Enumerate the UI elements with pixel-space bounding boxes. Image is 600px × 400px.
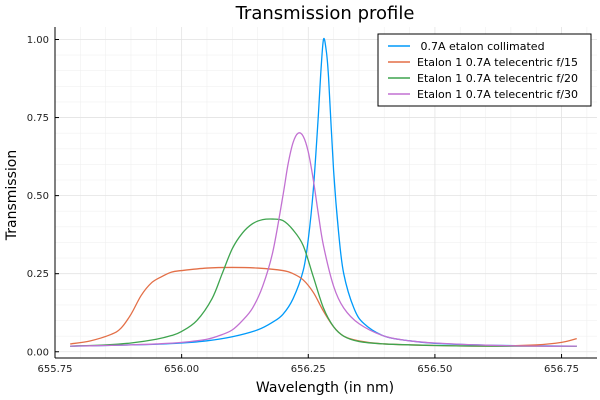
x-tick-label: 655.75 xyxy=(38,364,73,375)
series-group xyxy=(70,37,577,347)
legend-label-4: Etalon 1 0.7A telecentric f/30 xyxy=(417,88,578,101)
y-tick-label: 1.00 xyxy=(27,35,49,46)
legend: 0.7A etalon collimated Etalon 1 0.7A tele… xyxy=(377,33,592,107)
series-line-4 xyxy=(70,132,577,347)
series-line-3 xyxy=(70,218,577,347)
axes xyxy=(54,27,597,359)
x-axis-title: Wavelength (in nm) xyxy=(256,380,394,396)
legend-label-2: Etalon 1 0.7A telecentric f/15 xyxy=(417,56,578,69)
y-tick-label: 0.25 xyxy=(27,269,49,280)
x-tick-label: 656.75 xyxy=(544,364,579,375)
y-tick-label: 0.75 xyxy=(27,113,49,124)
x-tick-label: 656.25 xyxy=(291,364,326,375)
x-tick-label: 656.50 xyxy=(417,364,452,375)
y-tick-label: 0.50 xyxy=(27,191,49,202)
x-tick-label: 656.00 xyxy=(164,364,199,375)
y-axis-title: Transmission xyxy=(4,150,20,241)
ticks: 655.75 656.00 656.25 656.50 656.75 0.00 0.25 0.… xyxy=(27,35,579,375)
legend-label-3: Etalon 1 0.7A telecentric f/20 xyxy=(417,72,578,85)
legend-box xyxy=(377,33,592,107)
chart-title: Transmission profile xyxy=(235,3,415,24)
legend-label-1: 0.7A etalon collimated xyxy=(417,40,545,53)
y-tick-label: 0.00 xyxy=(27,347,49,358)
